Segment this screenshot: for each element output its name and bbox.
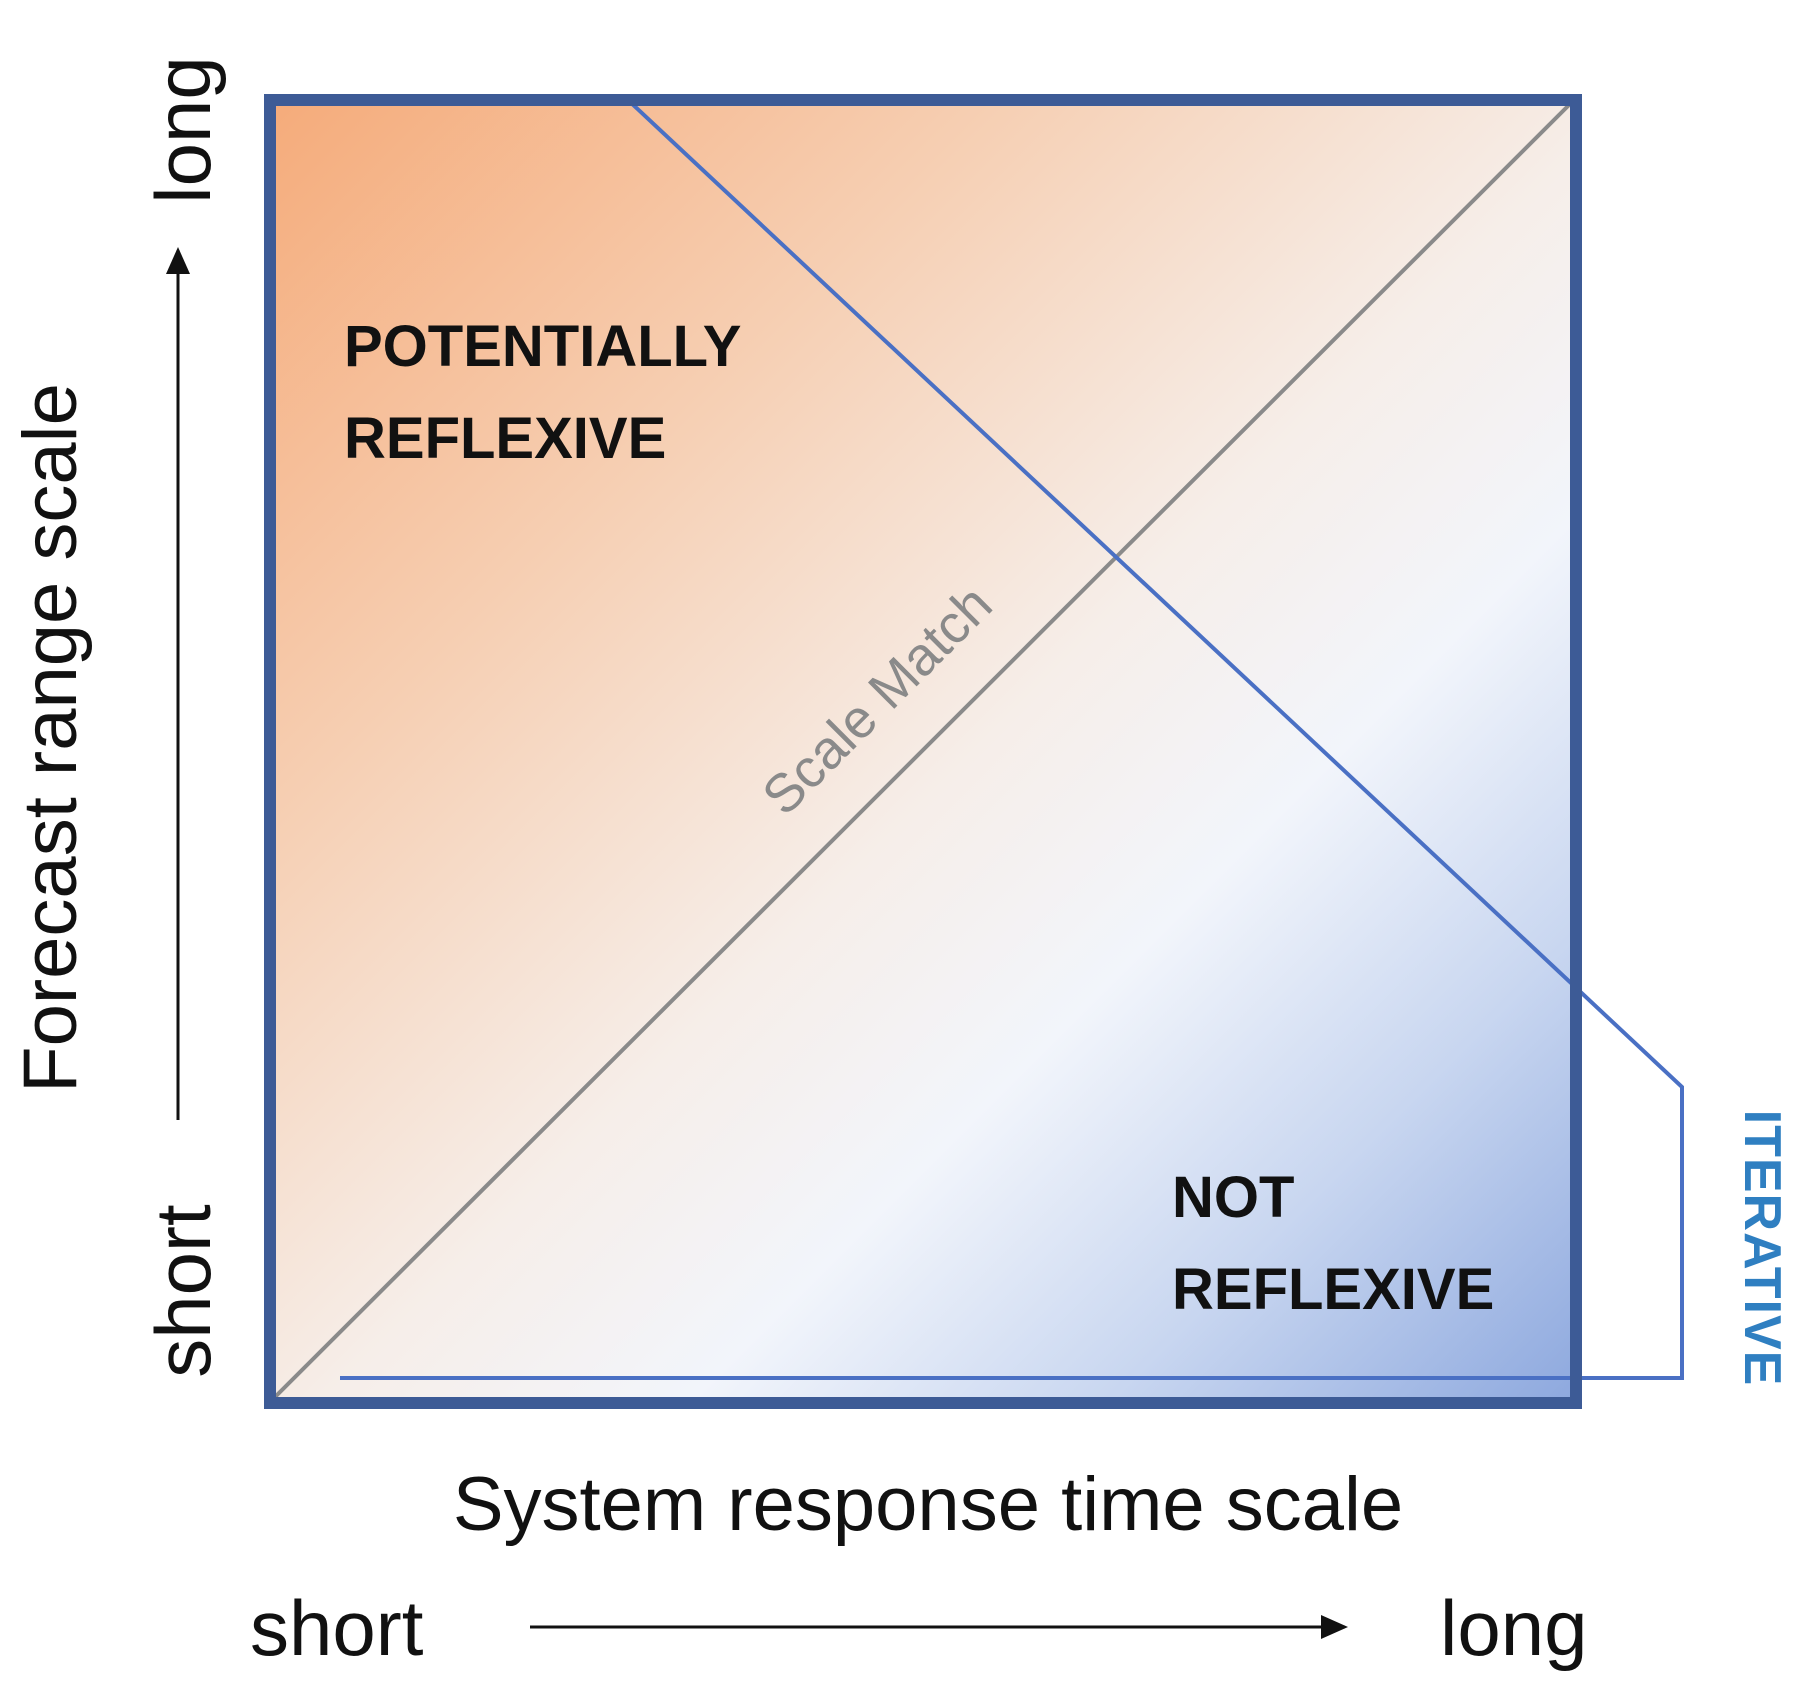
region-label-line: NOT [1172,1165,1294,1230]
plot-frame [264,94,1582,1409]
iterative-label: ITERATIVE [1733,1110,1791,1387]
iterative-boundary-line [340,98,1684,1380]
x-axis-high-label: long [1440,1584,1587,1672]
region-label-line: POTENTIALLY [344,314,741,379]
y-axis-title: Forecast range scale [8,383,93,1093]
region-label-line: REFLEXIVE [344,406,666,471]
y-axis-low-label: short [139,1204,227,1378]
y-axis-high-label: long [139,56,227,203]
x-axis-title: System response time scale [453,1462,1403,1547]
scale-match-line [270,100,1574,1402]
region-label-not-reflexive: NOT REFLEXIVE [1172,1165,1494,1322]
region-label-line: REFLEXIVE [1172,1257,1494,1322]
region-label-potentially-reflexive: POTENTIALLY REFLEXIVE [344,314,757,471]
x-axis-low-label: short [250,1584,424,1672]
